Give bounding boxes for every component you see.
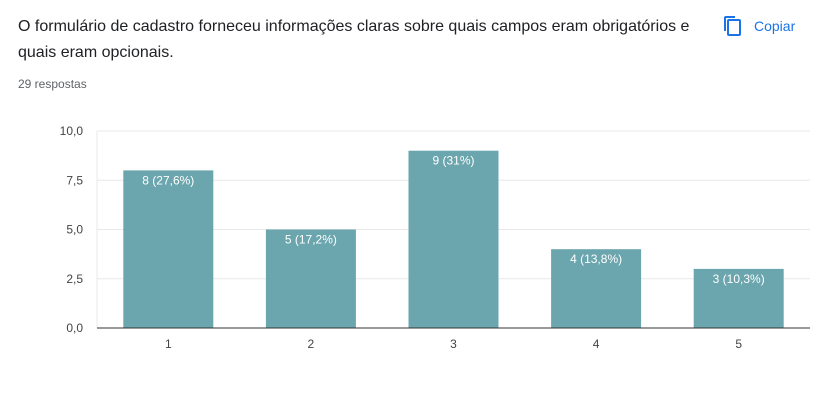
- question-title: O formulário de cadastro forneceu inform…: [18, 18, 690, 61]
- copy-label: Copiar: [754, 18, 796, 34]
- bar: [408, 150, 499, 328]
- x-tick-label: 3: [450, 337, 457, 351]
- copy-button[interactable]: Copiar: [722, 12, 795, 40]
- copy-icon: [722, 14, 744, 38]
- y-tick-label: 2,5: [66, 272, 83, 286]
- x-tick-label: 1: [165, 337, 172, 351]
- y-tick-label: 7,5: [66, 173, 83, 187]
- bar-data-label: 3 (10,3%): [713, 272, 765, 286]
- bar: [551, 249, 642, 328]
- bar-data-label: 4 (13,8%): [570, 252, 622, 266]
- bar-data-label: 9 (31%): [432, 154, 474, 168]
- y-tick-label: 10,0: [60, 124, 84, 138]
- x-tick-label: 2: [308, 337, 315, 351]
- y-tick-label: 5,0: [66, 223, 83, 237]
- y-tick-label: 0,0: [66, 321, 83, 335]
- x-tick-label: 5: [735, 337, 742, 351]
- response-count: 29 respostas: [18, 77, 87, 91]
- bar-data-label: 8 (27,6%): [142, 173, 194, 187]
- bar: [123, 170, 214, 328]
- bar: [265, 229, 356, 328]
- bar-data-label: 5 (17,2%): [285, 233, 337, 247]
- x-tick-label: 4: [593, 337, 600, 351]
- bar: [693, 268, 784, 328]
